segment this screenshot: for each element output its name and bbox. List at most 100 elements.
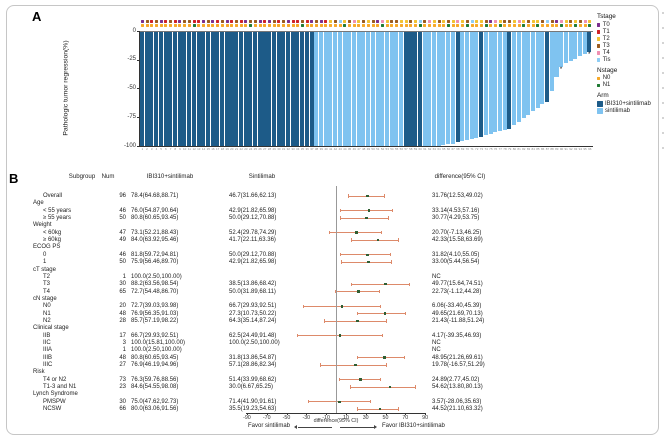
ci-cap-right (385, 363, 387, 367)
ci-cap-left (324, 319, 326, 323)
ci-line (340, 210, 393, 212)
tstage-dot (390, 19, 394, 23)
x-tick-label: 90 (559, 146, 564, 151)
asterisk-marker: * (559, 66, 563, 73)
x-tick-label: 8 (174, 146, 177, 151)
point-estimate (376, 238, 380, 242)
waterfall-bar (177, 31, 182, 146)
waterfall-bar (286, 31, 291, 146)
waterfall-bar (295, 31, 300, 146)
waterfall-bar (530, 31, 535, 112)
x-tick-label: 78 (503, 146, 507, 151)
subgroup-label: N1 (43, 310, 51, 317)
nstage-dot (329, 24, 333, 28)
tstage-dot (489, 19, 493, 23)
nstage-dot (527, 24, 531, 28)
sintilimab-value: 71.4(41.90,91.61) (229, 398, 277, 405)
subgroup-label: N2 (43, 317, 51, 324)
forest-x-tick-mark (326, 413, 327, 416)
tstage-dot (333, 19, 337, 23)
point-estimate (366, 253, 369, 257)
ci-cap-left (349, 385, 351, 389)
nstage-dot (451, 24, 455, 28)
zero-reference-line (336, 186, 337, 413)
waterfall-bar (163, 31, 168, 146)
forest-x-tick-mark (365, 413, 367, 416)
nstage-dot (381, 24, 384, 28)
x-tick-label: 2 (146, 146, 148, 151)
tstage-dot (235, 19, 238, 23)
x-tick-label: 68 (456, 146, 460, 151)
point-estimate (355, 231, 358, 235)
x-tick-label: 18 (220, 146, 225, 151)
nstage-dot (154, 24, 158, 28)
x-tick-label: 30 (277, 146, 281, 151)
sintilimab-value: 50.0(29.12,70.88) (229, 251, 277, 258)
ibi310-value: 80.8(60.65,93.45) (131, 354, 179, 361)
ibi310-value: 80.0(63.06,91.56) (131, 406, 179, 413)
waterfall-bar (210, 31, 215, 146)
waterfall-bar (337, 31, 342, 146)
figure-border (6, 5, 659, 435)
x-tick-label: 40 (324, 146, 328, 151)
waterfall-bar (549, 31, 554, 91)
tstage-dot (442, 19, 446, 23)
x-tick-label: 44 (343, 146, 347, 151)
ci-line (319, 364, 387, 366)
nstage-dot (423, 24, 427, 28)
sintilimab-value: 51.4(33.99,68.62) (229, 376, 277, 383)
ci-cap-left (348, 194, 350, 198)
sintilimab-value: 30.0(6.67,65.25) (229, 384, 274, 391)
difference-value: 49.77(15.64,74.51) (432, 281, 483, 288)
legend-nstage-swatch-icon (597, 83, 601, 88)
nstage-dot (206, 24, 210, 28)
y-tick-mark (137, 145, 140, 147)
x-tick-label: 53 (385, 146, 389, 151)
x-tick-label: 33 (291, 146, 295, 151)
x-tick-label: 23 (244, 146, 248, 151)
legend-title-nstage: Nstage (597, 66, 618, 74)
point-estimate (378, 407, 382, 411)
ibi310-value: 76.9(46.19,94.96) (131, 362, 179, 369)
tstage-dot (150, 19, 154, 23)
ibi310-value: 78.4(64.68,88.71) (131, 193, 179, 199)
difference-value: NC (432, 273, 441, 280)
nstage-dot (362, 24, 366, 28)
nstage-dot (574, 24, 578, 28)
x-tick-label: 67 (451, 146, 455, 151)
point-estimate (383, 282, 387, 286)
waterfall-bar (474, 31, 479, 138)
sintilimab-value: 46.7(31.66,62.13) (229, 193, 277, 199)
ci-cap-right (383, 194, 385, 198)
waterfall-bar (394, 31, 399, 146)
waterfall-bar (224, 31, 229, 146)
x-tick-label: 79 (508, 146, 512, 151)
waterfall-bar (187, 31, 192, 146)
tstage-dot (310, 19, 314, 23)
waterfall-bar (168, 31, 173, 146)
ci-cap-right (380, 304, 381, 308)
difference-value: NC (432, 347, 441, 354)
nstage-dot (508, 24, 512, 28)
x-tick-label: 85 (536, 146, 540, 151)
waterfall-plot-area: 1 2 3 4 5 6 7 8 9 10 11 12 13 14 15 16 17 18 19 20 21 22 23 24 2… (124, 0, 594, 165)
nstage-dot (413, 24, 417, 28)
tstage-dot (178, 19, 182, 23)
waterfall-bar (399, 31, 404, 146)
legend-tstage-swatch-icon (597, 58, 601, 62)
tstage-dot (282, 19, 286, 23)
waterfall-bar (253, 31, 258, 146)
point-estimate (354, 363, 357, 367)
tstage-dot (404, 19, 408, 23)
difference-value: NC (432, 340, 441, 346)
legend-nstage-swatch-icon (597, 76, 601, 81)
ci-cap-right (388, 216, 390, 220)
x-tick-label: 5 (160, 146, 162, 151)
nstage-dot (456, 24, 460, 28)
nstage-dot (173, 24, 177, 28)
nstage-dot (517, 24, 521, 28)
x-tick-label: 25 (253, 146, 257, 151)
x-tick-label: 64 (437, 146, 441, 151)
forest-x-tick-mark (286, 413, 288, 416)
tstage-dot (159, 19, 163, 23)
